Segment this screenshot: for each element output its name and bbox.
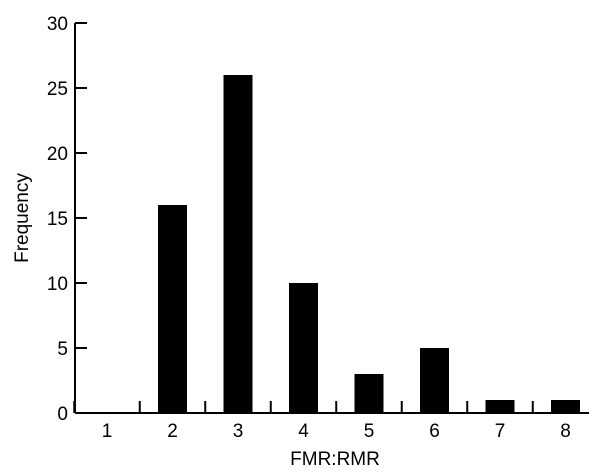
bar-4 bbox=[289, 283, 318, 413]
x-tick-label-5: 5 bbox=[364, 421, 375, 442]
y-tick-label-0: 0 bbox=[57, 404, 68, 425]
x-tick-label-2: 2 bbox=[167, 421, 178, 442]
bar-5 bbox=[354, 374, 384, 413]
bars-layer bbox=[158, 75, 580, 413]
bar-3 bbox=[223, 75, 253, 413]
bar-7 bbox=[485, 400, 515, 413]
bar-2 bbox=[158, 205, 187, 413]
axes-layer bbox=[74, 23, 589, 414]
x-axis-title: FMR:RMR bbox=[290, 449, 380, 470]
bar-6 bbox=[420, 348, 449, 413]
x-tick-label-7: 7 bbox=[495, 421, 506, 442]
y-tick-label-10: 10 bbox=[47, 274, 68, 295]
y-tick-label-25: 25 bbox=[47, 79, 68, 100]
x-ticks-layer: 1 2 3 4 5 6 7 8 bbox=[73, 401, 571, 442]
bar-8 bbox=[551, 400, 580, 413]
x-tick-label-3: 3 bbox=[233, 421, 244, 442]
x-tick-label-8: 8 bbox=[560, 421, 571, 442]
x-tick-label-6: 6 bbox=[429, 421, 440, 442]
y-ticks-layer: 0 5 10 15 20 25 30 bbox=[47, 14, 87, 425]
y-tick-label-5: 5 bbox=[57, 339, 68, 360]
y-tick-label-20: 20 bbox=[47, 144, 68, 165]
y-axis-title: Frequency bbox=[12, 173, 33, 263]
x-tick-label-4: 4 bbox=[298, 421, 309, 442]
y-tick-label-15: 15 bbox=[47, 209, 68, 230]
y-tick-label-30: 30 bbox=[47, 14, 68, 35]
x-tick-label-1: 1 bbox=[102, 421, 113, 442]
